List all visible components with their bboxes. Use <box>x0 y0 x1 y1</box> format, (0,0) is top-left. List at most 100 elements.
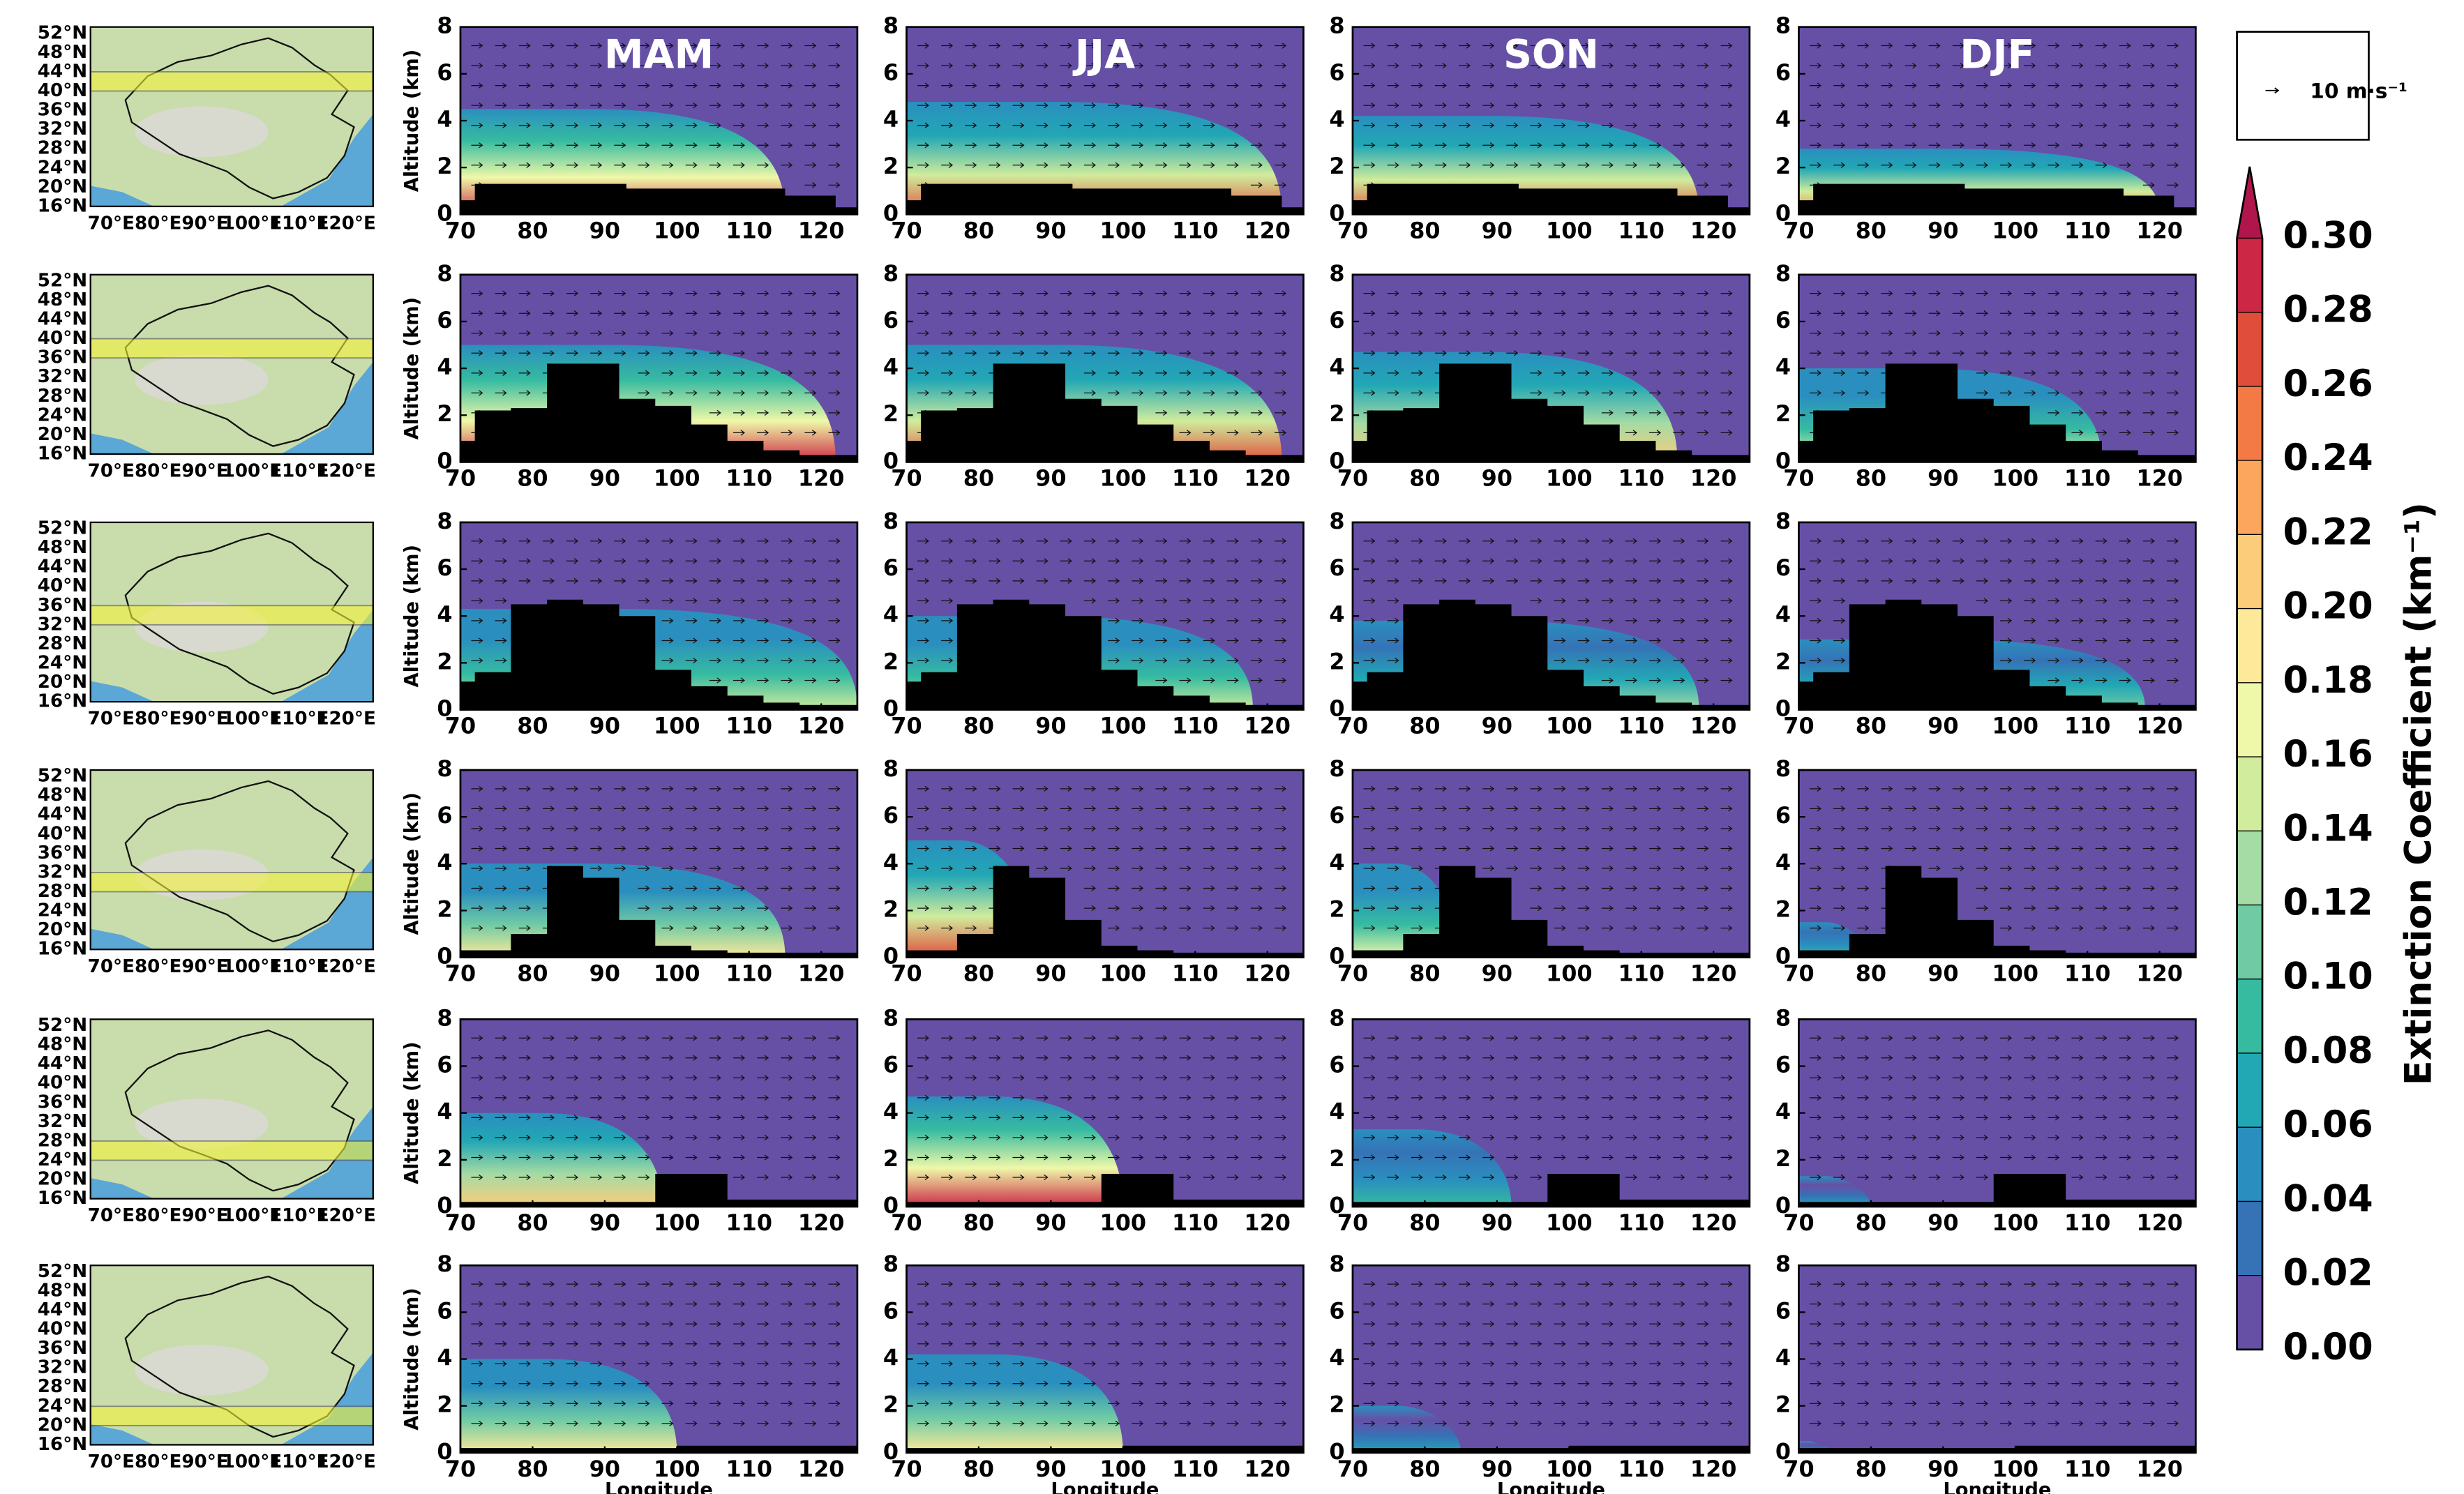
colorbar-level <box>2237 831 2262 905</box>
colorbar-tick-label: 0.08 <box>2283 1029 2373 1072</box>
x-tick-label: 100 <box>1546 1456 1593 1482</box>
y-tick-label: 0 <box>437 695 452 722</box>
lat-tick-label: 24°N <box>38 405 87 425</box>
x-tick-label: 80 <box>1856 217 1886 243</box>
colorbar-tick-label: 0.04 <box>2283 1177 2373 1220</box>
y-tick-label: 6 <box>1775 59 1791 86</box>
x-tick-label: 70 <box>891 1456 922 1482</box>
x-tick-label: 110 <box>2064 465 2111 491</box>
lat-tick-label: 28°N <box>38 881 87 902</box>
terrain <box>460 183 857 215</box>
wind-vectors <box>471 1281 841 1426</box>
x-tick-label: 90 <box>1482 465 1512 491</box>
x-tick-label: 90 <box>589 1209 620 1236</box>
tibet <box>135 106 269 158</box>
china-outline <box>124 1275 355 1438</box>
lon-tick-label: 80°E <box>135 1451 181 1472</box>
colorbar-level <box>2237 682 2262 757</box>
y-tick-label: 0 <box>437 943 452 969</box>
terrain <box>1352 183 1750 215</box>
lat-band <box>89 1405 374 1426</box>
x-tick-label: 80 <box>517 217 548 243</box>
aerosol-plume <box>1352 1405 1462 1453</box>
lon-tick-label: 120°E <box>316 709 376 730</box>
lat-tick-label: 40°N <box>38 80 87 101</box>
wind-key-label: 10 m·s⁻¹ <box>2310 80 2407 103</box>
x-tick-label: 100 <box>1546 217 1593 243</box>
y-tick-label: 8 <box>1329 260 1344 287</box>
x-tick-label: 120 <box>1690 960 1737 987</box>
lat-tick-label: 16°N <box>38 195 87 216</box>
lon-tick-label: 70°E <box>88 956 135 977</box>
x-tick-label: 120 <box>1244 713 1291 739</box>
x-tick-label: 70 <box>445 1456 476 1482</box>
y-tick-label: 0 <box>437 1438 452 1465</box>
x-tick-label: 100 <box>654 960 700 987</box>
y-axis-label: Altitude (km) <box>401 1041 423 1184</box>
y-tick-label: 0 <box>883 1438 899 1465</box>
lon-tick-label: 120°E <box>316 1451 376 1472</box>
x-tick-label: 110 <box>1172 1209 1219 1236</box>
lat-tick-label: 52°N <box>38 1015 87 1036</box>
tibet <box>135 354 269 405</box>
x-tick-label: 90 <box>589 217 620 243</box>
y-axis-label: Altitude (km) <box>401 545 423 688</box>
x-tick-label: 100 <box>1992 960 2039 987</box>
lat-tick-label: 52°N <box>38 270 87 291</box>
x-tick-label: 70 <box>445 217 476 243</box>
colorbar-level <box>2237 1201 2262 1276</box>
lon-tick-label: 80°E <box>135 956 181 977</box>
y-tick-label: 2 <box>883 153 899 179</box>
y-tick-label: 6 <box>883 802 899 829</box>
x-tick-label: 70 <box>445 1209 476 1236</box>
lon-tick-label: 80°E <box>135 1205 181 1226</box>
terrain <box>460 599 857 710</box>
x-tick-label: 100 <box>654 217 700 243</box>
x-tick-label: 100 <box>654 713 700 739</box>
lon-tick-label: 110°E <box>269 709 329 730</box>
lat-tick-label: 40°N <box>38 823 87 844</box>
wind-vectors <box>917 1281 1287 1426</box>
terrain <box>460 1445 857 1453</box>
colorbar-level <box>2237 238 2262 312</box>
y-tick-label: 0 <box>1775 1192 1791 1218</box>
y-tick-label: 4 <box>1775 1345 1791 1371</box>
tibet <box>135 1099 269 1150</box>
lat-band <box>89 605 374 626</box>
y-tick-label: 6 <box>1775 307 1791 333</box>
x-tick-label: 70 <box>445 960 476 987</box>
lat-tick-label: 24°N <box>38 1396 87 1417</box>
y-tick-label: 2 <box>1329 648 1344 674</box>
lat-tick-label: 16°N <box>38 691 87 712</box>
lat-tick-label: 52°N <box>38 22 87 43</box>
lon-tick-label: 100°E <box>223 1451 283 1472</box>
x-axis-label: Longitude <box>1051 1479 1159 1494</box>
y-tick-label: 6 <box>1329 59 1344 86</box>
y-tick-label: 6 <box>883 554 899 581</box>
x-tick-label: 70 <box>1337 960 1368 987</box>
lon-tick-label: 110°E <box>269 213 329 234</box>
y-tick-label: 8 <box>883 1251 899 1277</box>
map-frame <box>89 1265 374 1446</box>
terrain <box>1798 1445 2196 1453</box>
x-tick-label: 90 <box>1482 1209 1512 1236</box>
y-tick-label: 8 <box>1775 1004 1791 1031</box>
y-tick-label: 8 <box>1775 13 1791 39</box>
x-tick-label: 80 <box>517 465 548 491</box>
lat-tick-label: 40°N <box>38 1319 87 1340</box>
lon-tick-label: 100°E <box>223 461 283 482</box>
colorbar-level <box>2237 1275 2262 1350</box>
colorbar-level <box>2237 534 2262 609</box>
y-tick-label: 2 <box>1775 400 1791 427</box>
colorbar-level <box>2237 608 2262 683</box>
x-tick-label: 100 <box>1100 713 1147 739</box>
map: 52°N48°N44°N40°N36°N32°N28°N24°N20°N16°N… <box>38 22 376 234</box>
y-tick-label: 2 <box>883 1391 899 1418</box>
y-tick-label: 4 <box>1329 1345 1344 1371</box>
lon-tick-label: 110°E <box>269 956 329 977</box>
lat-tick-label: 44°N <box>38 1299 87 1320</box>
lat-tick-label: 36°N <box>38 100 87 121</box>
colorbar-tick-label: 0.06 <box>2283 1103 2373 1146</box>
lat-tick-label: 44°N <box>38 557 87 578</box>
x-axis-label: Longitude <box>605 1479 713 1494</box>
